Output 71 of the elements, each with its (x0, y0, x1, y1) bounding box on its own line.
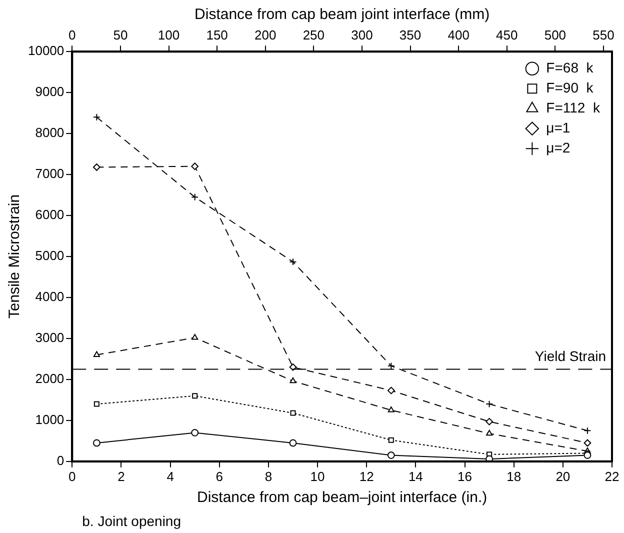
point (192, 393, 198, 399)
x2-tick-label: 100 (158, 27, 180, 42)
point (387, 386, 395, 394)
x2-tick-label: 300 (351, 27, 373, 42)
y-tick-label: 10000 (28, 43, 64, 58)
y-tick-label: 2000 (35, 371, 64, 386)
x-tick-label: 0 (68, 468, 76, 484)
point (486, 418, 494, 426)
point (92, 113, 100, 121)
point (290, 377, 296, 384)
text: b. Joint opening (82, 512, 182, 529)
point (387, 362, 395, 370)
y-tick-label: 4000 (35, 289, 64, 304)
x2-tick-label: 200 (254, 27, 276, 42)
x2-tick-label: 500 (544, 27, 566, 42)
point (388, 406, 394, 412)
x-tick-label: 20 (556, 468, 570, 484)
point (486, 455, 494, 462)
x2-tick-label: 0 (68, 27, 76, 42)
point (289, 439, 297, 447)
y-tick-label: 0 (56, 452, 64, 468)
x-tick-label: 16 (458, 468, 472, 484)
y-tick-label: 8000 (35, 125, 64, 140)
point (192, 334, 198, 340)
y-tick-label: 6000 (35, 207, 64, 222)
x-tick-label: 2 (118, 468, 125, 484)
point (191, 429, 199, 436)
x-tick-label: 22 (604, 468, 620, 484)
x-axis-title: Distance from cap beam–joint interface (in.) (197, 489, 488, 506)
legend-label: F=90 k (546, 79, 594, 96)
y-tick-label: 7000 (35, 166, 64, 182)
point (93, 351, 100, 357)
x2-tick-label: 450 (496, 27, 518, 42)
point (191, 193, 199, 201)
y-tick-label: 3000 (35, 330, 64, 346)
y-tick-label: 1000 (35, 412, 64, 427)
legend-label: F=68 k (546, 59, 594, 76)
y-tick-label: 5000 (35, 248, 64, 264)
point (584, 439, 592, 447)
x2-tick-label: 350 (399, 27, 422, 42)
x2-tick-label: 550 (592, 27, 614, 42)
legend-label: F=112 k (546, 99, 601, 116)
x2-tick-label: 150 (206, 27, 228, 42)
point (191, 162, 199, 170)
x-tick-label: 6 (216, 468, 223, 484)
x-tick-label: 4 (166, 468, 174, 484)
x-tick-label: 12 (359, 468, 374, 484)
point (92, 163, 100, 171)
x2-tick-label: 400 (448, 27, 470, 42)
point (94, 401, 100, 407)
point (486, 430, 493, 436)
point (388, 437, 394, 443)
y-tick-label: 9000 (35, 84, 64, 100)
x2-tick-label: 250 (302, 27, 325, 42)
y-axis-title: Tensile Microstrain (6, 194, 24, 319)
ref-line-label: Yield Strain (534, 348, 606, 364)
point (387, 452, 395, 459)
point (290, 410, 296, 416)
x-tick-label: 18 (506, 468, 522, 484)
point (486, 400, 494, 408)
legend-label: μ=2 (546, 139, 570, 156)
x-tick-label: 10 (310, 468, 325, 484)
legend-label: μ=1 (546, 119, 570, 136)
x2-axis-title: Distance from cap beam joint interface (mm) (194, 6, 490, 24)
x2-tick-label: 50 (113, 27, 128, 42)
point (584, 426, 592, 434)
point (584, 452, 592, 459)
x-tick-label: 14 (408, 468, 423, 484)
point (92, 439, 100, 447)
x-tick-label: 8 (264, 468, 272, 484)
point (289, 258, 297, 266)
